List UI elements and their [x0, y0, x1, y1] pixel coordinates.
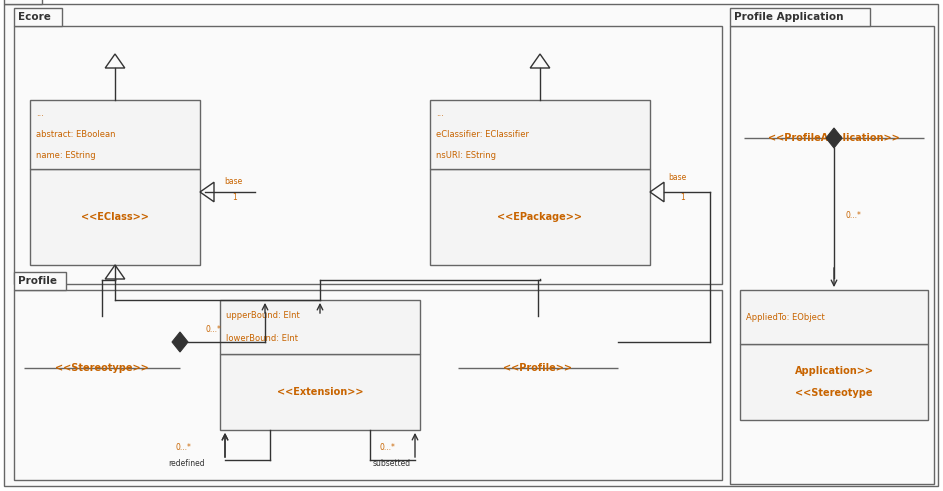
Text: 1: 1 — [232, 192, 237, 201]
Text: 0...*: 0...* — [845, 211, 861, 219]
Text: base: base — [668, 173, 687, 183]
Text: <<ProfileApplication>>: <<ProfileApplication>> — [769, 133, 900, 143]
Text: <<Profile>>: <<Profile>> — [504, 363, 572, 373]
Polygon shape — [826, 128, 842, 148]
Bar — [14, 26, 722, 284]
Text: base: base — [224, 176, 242, 186]
Text: <<EPackage>>: <<EPackage>> — [498, 212, 583, 222]
Text: 0...*: 0...* — [205, 326, 221, 334]
Text: abstract: EBoolean: abstract: EBoolean — [36, 130, 115, 139]
Bar — [220, 354, 420, 430]
Bar — [14, 272, 66, 290]
Text: Profile Application: Profile Application — [734, 12, 843, 22]
Text: 0...*: 0...* — [175, 443, 190, 453]
Text: AppliedTo: EObject: AppliedTo: EObject — [746, 312, 825, 322]
Text: redefined: redefined — [168, 459, 205, 467]
Text: <<Stereotype>>: <<Stereotype>> — [55, 363, 149, 373]
Text: Ecore: Ecore — [18, 12, 51, 22]
Bar — [740, 344, 928, 420]
Text: nsURI: EString: nsURI: EString — [436, 151, 496, 160]
Text: eClassifier: EClassifier: eClassifier: EClassifier — [436, 130, 529, 139]
Bar — [740, 290, 928, 344]
Text: Application>>: Application>> — [795, 366, 873, 376]
Text: <<Stereotype: <<Stereotype — [795, 388, 873, 398]
Text: name: EString: name: EString — [36, 151, 95, 160]
Text: upperBound: EInt: upperBound: EInt — [226, 311, 300, 320]
Bar — [730, 26, 934, 484]
Text: subsetted: subsetted — [373, 459, 411, 467]
Bar — [730, 8, 870, 26]
Text: ...: ... — [36, 109, 44, 118]
Bar — [430, 169, 650, 265]
Text: 1: 1 — [680, 193, 685, 202]
Bar — [220, 300, 420, 354]
Text: ...: ... — [436, 109, 444, 118]
Bar — [14, 8, 62, 26]
Text: lowerBound: EInt: lowerBound: EInt — [226, 334, 298, 343]
Polygon shape — [172, 332, 188, 352]
Bar — [30, 169, 200, 265]
Text: Profile: Profile — [18, 276, 57, 286]
Bar — [30, 100, 200, 169]
Bar — [430, 100, 650, 169]
Text: <<EClass>>: <<EClass>> — [81, 212, 149, 222]
Text: 0...*: 0...* — [380, 443, 396, 453]
Text: <<Extension>>: <<Extension>> — [276, 387, 363, 397]
Bar — [4, 0, 42, 4]
Bar — [14, 290, 722, 480]
